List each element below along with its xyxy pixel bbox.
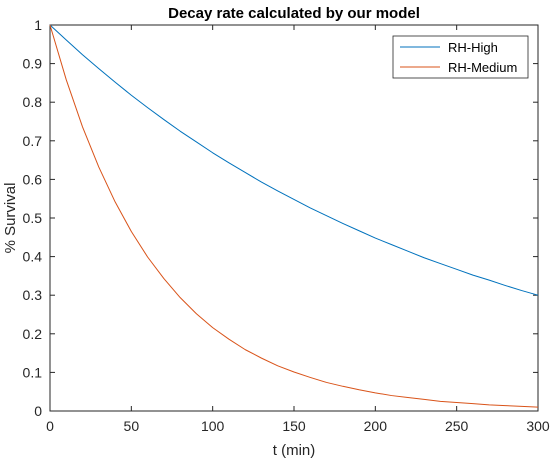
y-tick-label: 0 (34, 403, 42, 419)
x-tick-label: 300 (526, 418, 550, 434)
x-tick-label: 50 (124, 418, 140, 434)
x-tick-label: 200 (364, 418, 388, 434)
series-line-rh-high (49, 24, 539, 296)
series-lines (49, 24, 539, 408)
y-tick-label: 0.6 (23, 171, 43, 187)
y-tick-label: 0.2 (23, 326, 43, 342)
x-tick-label: 150 (282, 418, 306, 434)
x-axis-label: t (min) (273, 442, 316, 459)
y-tick-label: 0.1 (23, 364, 43, 380)
x-tick-label: 100 (201, 418, 225, 434)
legend-label-rh-medium: RH-Medium (448, 60, 517, 75)
plot-area (49, 24, 539, 412)
x-axis-ticks: 0 50 100 150 200 250 300 (46, 25, 550, 434)
x-tick-label: 0 (46, 418, 54, 434)
y-tick-label: 0.3 (23, 287, 43, 303)
y-tick-label: 0.9 (23, 56, 43, 72)
y-tick-label: 0.5 (23, 210, 43, 226)
x-tick-label: 250 (445, 418, 469, 434)
legend: RH-High RH-Medium (392, 35, 529, 79)
y-axis-label: % Survival (2, 183, 19, 254)
legend-label-rh-high: RH-High (448, 40, 498, 55)
chart-title: Decay rate calculated by our model (168, 5, 420, 22)
y-tick-label: 0.4 (23, 249, 43, 265)
y-tick-label: 0.7 (23, 133, 43, 149)
legend-box (392, 35, 529, 79)
series-line-rh-medium (49, 24, 539, 408)
y-axis-ticks: 0 0.1 0.2 0.3 0.4 0.5 0.6 0.7 0.8 0.9 1 (23, 17, 538, 419)
y-tick-label: 0.8 (23, 94, 43, 110)
y-tick-label: 1 (34, 17, 42, 33)
